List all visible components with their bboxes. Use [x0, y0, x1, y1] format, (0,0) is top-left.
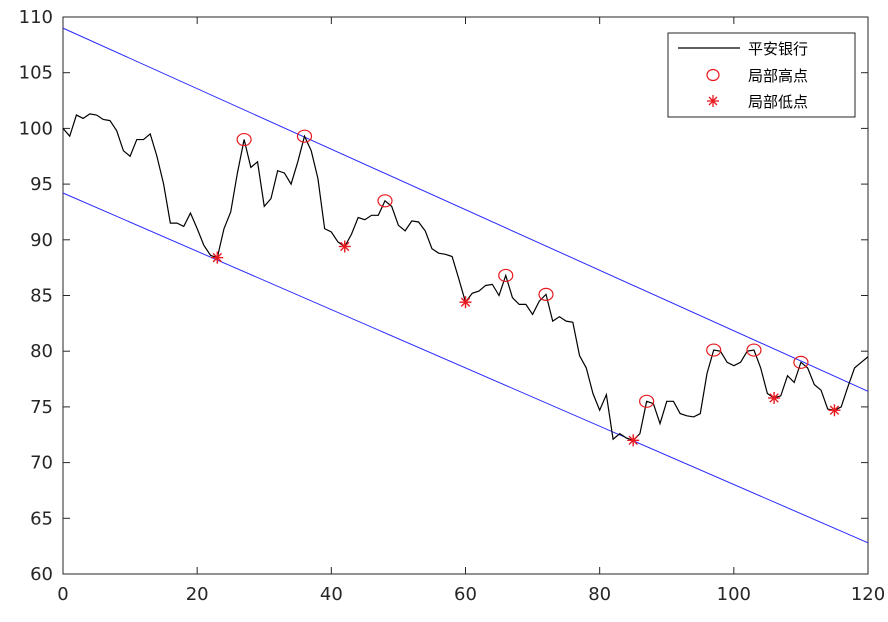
y-tick-label: 80	[30, 341, 53, 362]
local-high-marker	[746, 343, 762, 357]
legend: 平安银行 局部高点 局部低点	[667, 32, 856, 118]
local-low-marker	[768, 391, 781, 404]
local-low-marker	[828, 404, 841, 417]
x-tick-label: 40	[320, 584, 343, 605]
local-high-marker	[296, 129, 313, 143]
price-line	[62, 113, 869, 442]
legend-label-price: 平安银行	[748, 40, 808, 58]
legend-circle-icon	[706, 68, 720, 82]
lower-channel-line	[62, 192, 869, 544]
y-tick-label: 60	[30, 564, 53, 585]
legend-label-low: 局部低点	[748, 93, 808, 111]
local-low-marker	[211, 251, 224, 264]
local-high-marker	[639, 394, 655, 408]
x-tick-label: 80	[588, 584, 611, 605]
y-tick-label: 100	[19, 118, 53, 139]
axes: 0 20 40 60 80 100 120 60 65 70 75 80 85 90 95 100 105 110	[19, 7, 886, 605]
y-tick-label: 65	[30, 508, 53, 529]
y-tick-label: 70	[30, 453, 53, 474]
x-tick-label: 100	[717, 584, 751, 605]
y-tick-label: 90	[30, 230, 53, 251]
local-high-marker	[706, 343, 722, 357]
plot-markers	[211, 129, 841, 447]
x-tick-label: 20	[186, 584, 209, 605]
legend-label-high: 局部高点	[748, 67, 808, 85]
x-tick-label: 120	[851, 584, 885, 605]
local-low-marker	[627, 434, 640, 447]
local-high-marker	[498, 268, 514, 283]
y-tick-label: 75	[30, 397, 53, 418]
y-tick-label: 105	[19, 63, 53, 84]
local-high-marker	[236, 132, 252, 147]
y-tick-label: 85	[30, 286, 53, 307]
upper-channel-line	[62, 27, 869, 392]
y-tick-label: 95	[30, 174, 53, 195]
legend-asterisk-icon	[707, 95, 719, 107]
local-low-marker	[338, 240, 351, 253]
local-high-marker	[377, 194, 393, 208]
local-high-marker	[793, 355, 809, 369]
x-tick-label: 60	[454, 584, 477, 605]
local-high-marker	[538, 287, 554, 301]
y-tick-label: 110	[19, 7, 53, 28]
legend-box	[667, 32, 856, 118]
x-tick-label: 0	[57, 584, 68, 605]
local-low-marker	[459, 296, 472, 309]
